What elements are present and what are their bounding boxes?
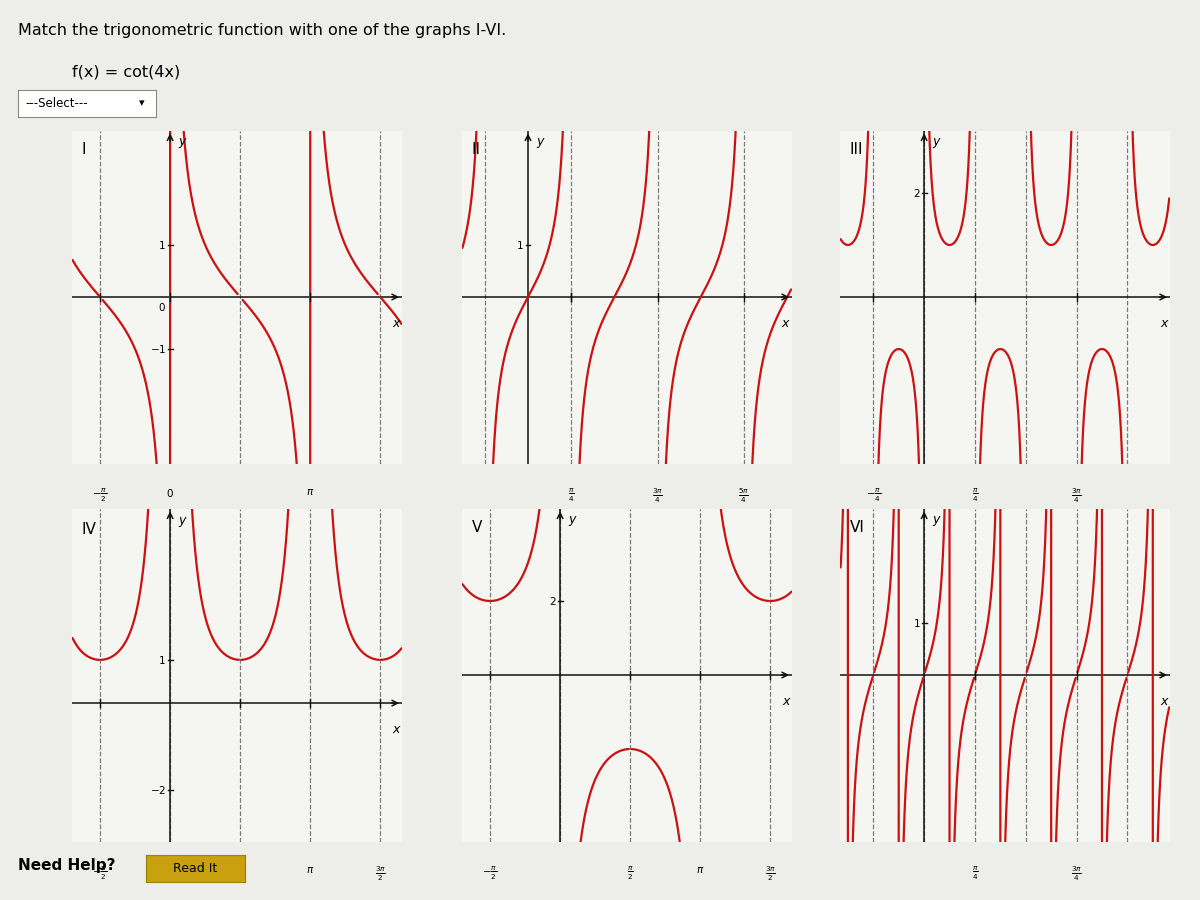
Text: y: y [179, 514, 186, 527]
Text: x: x [1160, 695, 1168, 708]
Text: $\frac{3\pi}{4}$: $\frac{3\pi}{4}$ [1072, 865, 1082, 883]
Text: III: III [850, 142, 864, 157]
Text: V: V [472, 520, 482, 536]
Text: x: x [392, 317, 400, 330]
Text: x: x [1160, 317, 1168, 330]
Text: y: y [536, 136, 544, 149]
Text: I: I [82, 142, 86, 157]
Text: $-2$: $-2$ [150, 784, 166, 796]
Text: $-\frac{\pi}{2}$: $-\frac{\pi}{2}$ [482, 865, 498, 882]
Text: $\frac{\pi}{2}$: $\frac{\pi}{2}$ [236, 865, 244, 882]
Text: y: y [569, 514, 576, 526]
Text: IV: IV [82, 522, 97, 537]
Text: $0$: $0$ [158, 302, 166, 313]
Text: $1$: $1$ [912, 617, 920, 629]
Text: y: y [179, 136, 186, 149]
Text: $\frac{3\pi}{2}$: $\frac{3\pi}{2}$ [764, 865, 775, 883]
Text: $2$: $2$ [913, 187, 920, 199]
Text: II: II [472, 142, 481, 157]
Text: $\frac{3\pi}{4}$: $\frac{3\pi}{4}$ [652, 487, 664, 505]
Text: y: y [932, 136, 940, 149]
Text: f(x) = cot(4x): f(x) = cot(4x) [72, 65, 180, 80]
Text: $1$: $1$ [158, 239, 166, 251]
Text: $\pi$: $\pi$ [696, 865, 704, 875]
Text: y: y [932, 514, 940, 526]
Text: ▾: ▾ [139, 98, 145, 109]
Text: $-\frac{\pi}{2}$: $-\frac{\pi}{2}$ [92, 487, 108, 504]
Text: x: x [392, 723, 400, 736]
Text: $1$: $1$ [158, 654, 166, 666]
Text: $\frac{3\pi}{4}$: $\frac{3\pi}{4}$ [1072, 487, 1082, 505]
Text: $-\frac{\pi}{4}$: $-\frac{\pi}{4}$ [865, 487, 881, 504]
Text: $\frac{\pi}{2}$: $\frac{\pi}{2}$ [626, 865, 634, 882]
Text: $-1$: $-1$ [150, 343, 166, 355]
Text: $0$: $0$ [166, 487, 174, 499]
Text: ---Select---: ---Select--- [25, 97, 88, 110]
Text: $1$: $1$ [516, 239, 524, 251]
Text: VI: VI [850, 520, 865, 536]
Text: $\pi$: $\pi$ [306, 487, 314, 497]
Text: Match the trigonometric function with one of the graphs I-VI.: Match the trigonometric function with on… [18, 22, 506, 38]
Text: Read It: Read It [174, 862, 217, 875]
Text: $\frac{\pi}{4}$: $\frac{\pi}{4}$ [972, 865, 978, 882]
Text: $-\frac{\pi}{2}$: $-\frac{\pi}{2}$ [92, 865, 108, 882]
Text: $\pi$: $\pi$ [306, 865, 314, 875]
Text: x: x [781, 317, 788, 330]
Text: $2$: $2$ [548, 595, 556, 607]
Text: x: x [782, 695, 790, 708]
Text: Need Help?: Need Help? [18, 859, 115, 873]
Text: $\frac{\pi}{4}$: $\frac{\pi}{4}$ [568, 487, 575, 504]
Text: $\frac{5\pi}{4}$: $\frac{5\pi}{4}$ [738, 487, 750, 505]
Text: $\frac{\pi}{4}$: $\frac{\pi}{4}$ [972, 487, 978, 504]
Text: $\frac{3\pi}{2}$: $\frac{3\pi}{2}$ [374, 865, 385, 883]
